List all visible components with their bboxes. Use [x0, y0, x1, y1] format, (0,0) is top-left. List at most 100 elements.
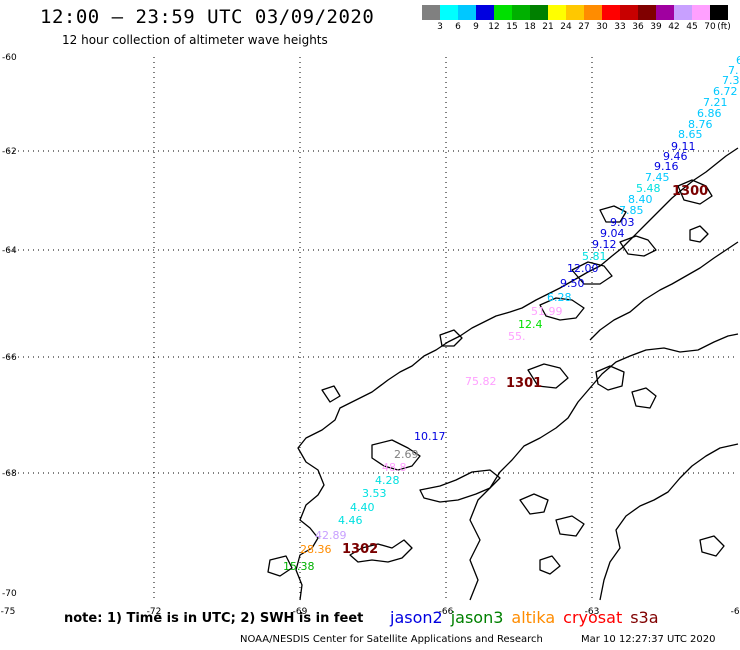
lat-tick-label: -66	[2, 353, 17, 363]
wave-height-value: 4.40	[350, 501, 375, 514]
lat-lon-grid: -75 -72 -69 -66 -63 -60 -60 -62 -64 -66 -68 -70	[1, 53, 740, 617]
wave-height-value: 75.82	[465, 375, 497, 388]
wave-height-value: 28.36	[300, 543, 332, 556]
track-label: 1302	[342, 542, 378, 557]
wave-height-value: 12.00	[567, 262, 599, 275]
legend-label: 21	[542, 22, 554, 32]
legend-swatch	[512, 5, 530, 20]
legend-swatch	[674, 5, 692, 20]
legend-unit: (ft)	[717, 22, 731, 32]
coastline-island-14	[519, 493, 549, 515]
legend-swatch	[566, 5, 584, 20]
lat-tick-label: -68	[2, 469, 17, 479]
wave-height-value: 8.65	[678, 128, 703, 141]
wave-height-value: 9.03	[610, 216, 635, 229]
legend-label: 24	[560, 22, 572, 32]
coastline-island-8	[599, 205, 627, 223]
wave-height-value: 7.21	[703, 96, 728, 109]
wave-height-value: 9.04	[600, 227, 625, 240]
wave-height-value: 8.40	[628, 193, 653, 206]
lon-tick-label: -60	[731, 607, 740, 617]
wave-height-value: 9.12	[592, 238, 617, 251]
lat-tick-label: -64	[2, 246, 17, 256]
legend-swatch	[440, 5, 458, 20]
legend-label: 45	[686, 22, 698, 32]
wave-height-value: 6	[736, 54, 740, 67]
lat-tick-label: -60	[2, 53, 17, 63]
wave-height-value: 3.53	[362, 487, 387, 500]
track-labels: 1300 1301 1302	[342, 184, 708, 557]
wave-height-value: 9.50	[560, 277, 585, 290]
wave-height-value: 6.72	[713, 85, 738, 98]
satellite-label: cryosat	[563, 608, 623, 627]
wave-height-value: 6.86	[697, 107, 722, 120]
legend-swatch	[530, 5, 548, 20]
coastline-island-3	[419, 469, 501, 503]
legend-swatch	[656, 5, 674, 20]
legend-label: 70	[704, 22, 716, 32]
color-legend-labels: 3 6 9 12 15 18 21 24 27 30 33 36 39 42 45 70 (ft)	[422, 22, 732, 34]
wave-observations: 67.7.376.727.216.868.768.659.119.469.167…	[283, 54, 740, 573]
wave-height-value: 9.11	[671, 140, 696, 153]
legend-label: 30	[596, 22, 608, 32]
legend-label: 15	[506, 22, 518, 32]
wave-height-value: 4.46	[338, 514, 363, 527]
legend-swatch	[638, 5, 656, 20]
coastline-island-7	[677, 179, 713, 205]
coastline-larsen	[599, 443, 739, 601]
coastline-island-11	[527, 363, 569, 389]
wave-height-value: 55.	[508, 330, 526, 343]
legend-swatch	[494, 5, 512, 20]
legend-label: 6	[455, 22, 461, 32]
wave-height-value: 12.4	[518, 318, 543, 331]
wave-height-value: 42.89	[315, 529, 347, 542]
coastline-island-19	[267, 555, 293, 577]
coastline-island-1	[349, 539, 413, 563]
legend-label: 12	[488, 22, 500, 32]
wave-height-value: 7.45	[645, 171, 670, 184]
wave-height-value: 9.46	[663, 150, 688, 163]
coastline-island-17	[699, 535, 725, 557]
legend-swatch	[620, 5, 638, 20]
wave-height-value: 8.76	[688, 118, 713, 131]
lat-tick-label: -70	[2, 589, 17, 599]
coastline-island-4	[539, 297, 585, 321]
legend-swatch	[476, 5, 494, 20]
coastline-island-12	[595, 365, 625, 391]
map-subtitle: 12 hour collection of altimeter wave hei…	[62, 33, 328, 47]
wave-height-value: 9.16	[654, 160, 679, 173]
lon-tick-label: -72	[147, 607, 162, 617]
coastline-island-2	[371, 439, 421, 471]
wave-height-value: 10.17	[414, 430, 446, 443]
legend-swatch	[458, 5, 476, 20]
wave-height-value: 51.99	[531, 305, 563, 318]
legend-swatch	[422, 5, 440, 20]
legend-label: 3	[437, 22, 443, 32]
wave-height-value: 7.	[728, 64, 739, 77]
lon-tick-label: -63	[585, 607, 600, 617]
legend-label: 42	[668, 22, 680, 32]
footnote: note: 1) Time is in UTC; 2) SWH is in fe…	[64, 611, 364, 626]
coastline-island-18	[321, 385, 341, 403]
coastline-island-6	[619, 235, 657, 257]
wave-height-value: 48.8	[382, 461, 407, 474]
agency-credit: NOAA/NESDIS Center for Satellite Applica…	[240, 634, 543, 645]
wave-height-value: 4.28	[375, 474, 400, 487]
legend-label: 33	[614, 22, 626, 32]
satellite-legend: jason2 jason3 altika cryosat s3a	[390, 608, 667, 627]
track-label: 1301	[506, 376, 542, 391]
legend-swatch	[602, 5, 620, 20]
lat-tick-label: -62	[2, 147, 17, 157]
legend-label: 9	[473, 22, 479, 32]
wave-height-value: 5.81	[582, 250, 607, 263]
legend-swatch	[710, 5, 728, 20]
legend-swatch	[692, 5, 710, 20]
legend-label: 18	[524, 22, 536, 32]
coastline-island-15	[555, 515, 585, 537]
legend-label: 39	[650, 22, 662, 32]
legend-swatch	[548, 5, 566, 20]
coastline-peninsula-west	[295, 147, 739, 601]
generated-timestamp: Mar 10 12:27:37 UTC 2020	[581, 634, 716, 645]
wave-height-value: 15.38	[283, 560, 315, 573]
